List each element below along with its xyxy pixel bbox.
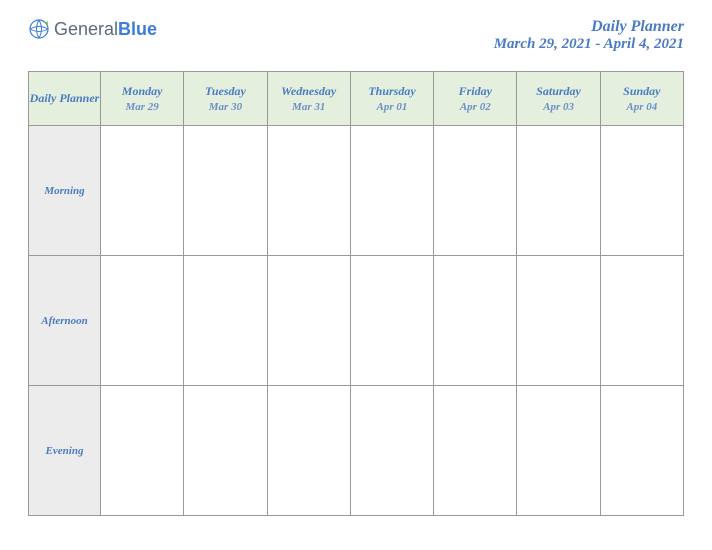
row-morning: Morning: [29, 126, 684, 256]
row-label-evening: Evening: [29, 386, 101, 516]
cell[interactable]: [600, 386, 683, 516]
logo: GeneralBlue: [28, 18, 157, 40]
row-afternoon: Afternoon: [29, 256, 684, 386]
cell[interactable]: [267, 256, 350, 386]
day-name: Friday: [436, 84, 514, 99]
cell[interactable]: [267, 386, 350, 516]
cell[interactable]: [517, 126, 600, 256]
day-header-sun: Sunday Apr 04: [600, 72, 683, 126]
row-label-morning: Morning: [29, 126, 101, 256]
logo-text-part2: Blue: [118, 19, 157, 39]
day-name: Saturday: [519, 84, 597, 99]
cell[interactable]: [350, 126, 433, 256]
day-date: Apr 03: [519, 101, 597, 113]
cell[interactable]: [267, 126, 350, 256]
planner-table: Daily Planner Monday Mar 29 Tuesday Mar …: [28, 71, 684, 516]
day-date: Apr 01: [353, 101, 431, 113]
cell[interactable]: [184, 256, 267, 386]
title-block: Daily Planner March 29, 2021 - April 4, …: [494, 18, 684, 53]
date-range: March 29, 2021 - April 4, 2021: [494, 36, 684, 53]
cell[interactable]: [434, 126, 517, 256]
day-date: Mar 31: [270, 101, 348, 113]
globe-icon: [28, 18, 50, 40]
day-date: Mar 29: [103, 101, 181, 113]
cell[interactable]: [600, 256, 683, 386]
day-name: Wednesday: [270, 84, 348, 99]
day-name: Tuesday: [186, 84, 264, 99]
day-header-thu: Thursday Apr 01: [350, 72, 433, 126]
cell[interactable]: [434, 386, 517, 516]
day-header-fri: Friday Apr 02: [434, 72, 517, 126]
day-header-sat: Saturday Apr 03: [517, 72, 600, 126]
cell[interactable]: [184, 126, 267, 256]
cell[interactable]: [350, 256, 433, 386]
day-date: Apr 04: [603, 101, 681, 113]
day-date: Mar 30: [186, 101, 264, 113]
cell[interactable]: [101, 256, 184, 386]
day-header-mon: Monday Mar 29: [101, 72, 184, 126]
day-header-wed: Wednesday Mar 31: [267, 72, 350, 126]
day-date: Apr 02: [436, 101, 514, 113]
day-header-tue: Tuesday Mar 30: [184, 72, 267, 126]
cell[interactable]: [101, 386, 184, 516]
row-label-afternoon: Afternoon: [29, 256, 101, 386]
cell[interactable]: [600, 126, 683, 256]
page-title: Daily Planner: [494, 18, 684, 36]
cell[interactable]: [434, 256, 517, 386]
header: GeneralBlue Daily Planner March 29, 2021…: [28, 18, 684, 53]
day-name: Sunday: [603, 84, 681, 99]
header-row: Daily Planner Monday Mar 29 Tuesday Mar …: [29, 72, 684, 126]
logo-text-part1: General: [54, 19, 118, 39]
cell[interactable]: [517, 386, 600, 516]
day-name: Thursday: [353, 84, 431, 99]
day-name: Monday: [103, 84, 181, 99]
cell[interactable]: [101, 126, 184, 256]
cell[interactable]: [184, 386, 267, 516]
corner-cell: Daily Planner: [29, 72, 101, 126]
cell[interactable]: [350, 386, 433, 516]
logo-text: GeneralBlue: [54, 19, 157, 40]
cell[interactable]: [517, 256, 600, 386]
row-evening: Evening: [29, 386, 684, 516]
